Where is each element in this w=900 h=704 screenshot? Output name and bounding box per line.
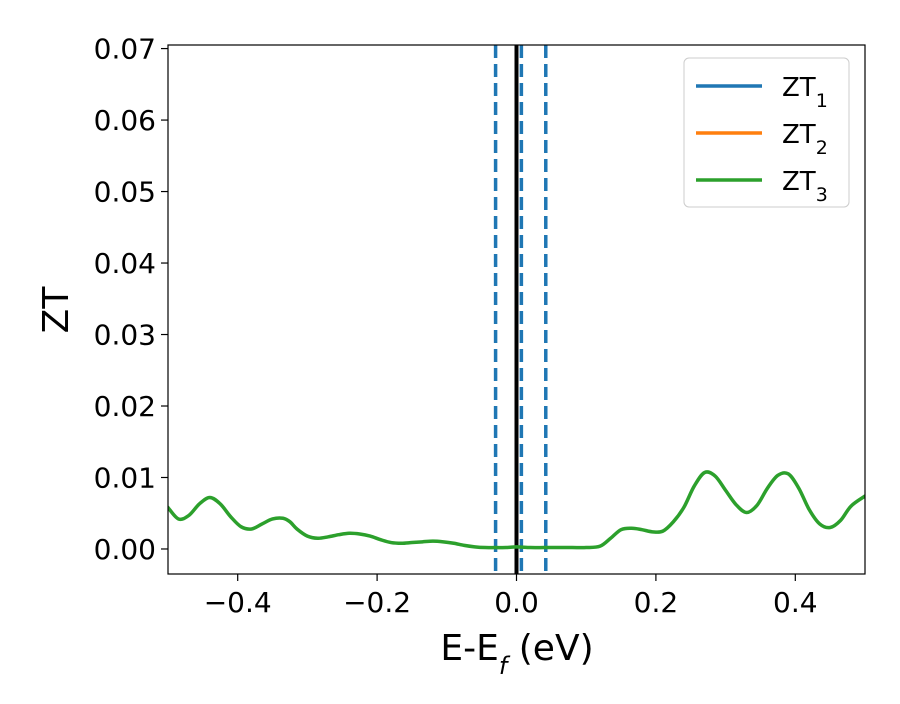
y-tick-label: 0.02 — [94, 390, 156, 423]
reference-lines — [493, 45, 548, 574]
series-line-zt3 — [168, 470, 865, 550]
y-tick-label: 0.00 — [94, 533, 156, 566]
y-axis-label: ZT — [36, 286, 77, 334]
legend-label-zt1: ZT1 — [782, 73, 828, 112]
legend-box — [683, 57, 850, 208]
y-tick-label: 0.03 — [94, 319, 156, 352]
x-tick-label: 0.0 — [494, 586, 539, 619]
x-axis-label: E-Ef (eV) — [440, 628, 593, 680]
series-layer — [168, 470, 865, 550]
x-axis: −0.4 −0.2 0.0 0.2 0.4 — [204, 574, 818, 619]
legend-label-zt3: ZT3 — [782, 167, 828, 206]
x-tick-label: 0.2 — [634, 586, 679, 619]
x-tick-label: −0.4 — [204, 586, 272, 619]
x-tick-label: −0.2 — [343, 586, 411, 619]
y-tick-label: 0.01 — [94, 461, 156, 494]
y-tick-label: 0.06 — [94, 104, 156, 137]
y-tick-label: 0.04 — [94, 247, 156, 280]
y-tick-label: 0.07 — [94, 33, 156, 66]
legend-label-zt2: ZT2 — [782, 120, 828, 159]
y-axis: 0.00 0.01 0.02 0.03 0.04 0.05 0.06 0.07 — [94, 33, 168, 566]
y-tick-label: 0.05 — [94, 176, 156, 209]
x-tick-label: 0.4 — [773, 586, 818, 619]
legend: ZT1 ZT2 ZT3 — [683, 57, 850, 208]
